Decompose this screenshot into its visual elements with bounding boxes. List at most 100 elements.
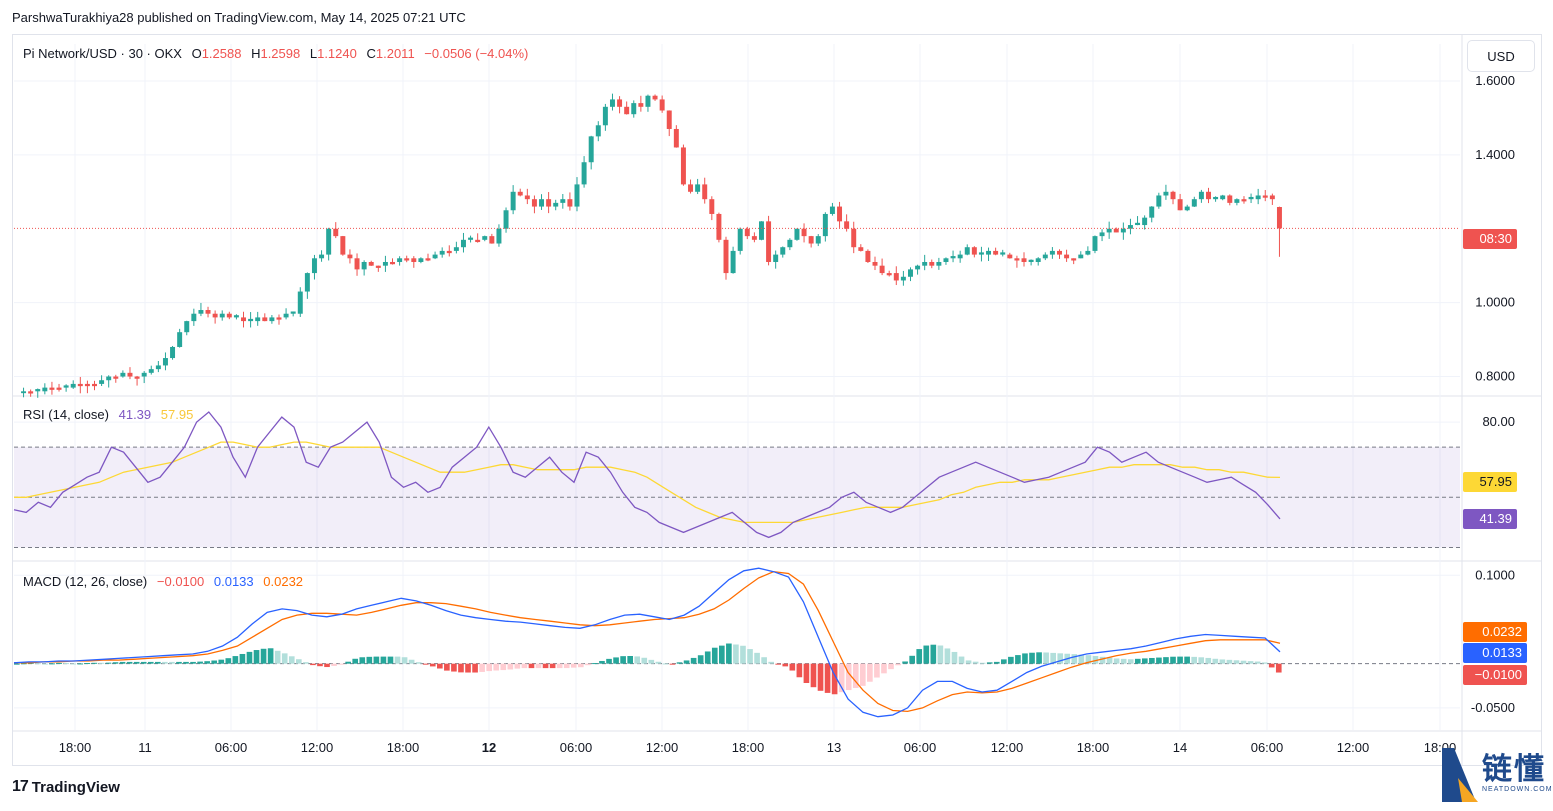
candle-body <box>1227 195 1233 203</box>
macd-histogram-bar <box>1043 652 1049 664</box>
candle-body <box>872 261 878 266</box>
candle-body <box>106 376 112 381</box>
time-tick-label: 12 <box>482 740 496 755</box>
candle-body <box>751 236 757 240</box>
macd-histogram-bar <box>331 663 337 666</box>
macd-histogram-bar <box>401 657 408 664</box>
macd-histogram-bar <box>1275 663 1282 673</box>
candle-body <box>1163 191 1169 196</box>
candle-body <box>503 210 509 229</box>
macd-histogram-bar <box>641 657 648 664</box>
candle-body <box>865 250 871 262</box>
candle-body <box>262 317 268 322</box>
candle-body <box>1014 258 1020 261</box>
candle-body <box>666 110 672 129</box>
candle-body <box>822 213 828 237</box>
macd-histogram-bar <box>845 663 852 691</box>
candle-body <box>908 269 913 277</box>
macd-histogram-bar <box>937 645 944 664</box>
currency-button[interactable]: USD <box>1467 40 1535 72</box>
candle-body <box>205 310 211 314</box>
candle-body <box>1135 222 1141 226</box>
tradingview-logo[interactable]: 17 TradingView <box>12 778 120 796</box>
rsi-title[interactable]: RSI (14, close) <box>23 407 109 422</box>
macd-histogram-bar <box>373 656 380 664</box>
candle-body <box>1191 199 1197 207</box>
candle-body <box>375 265 381 268</box>
macd-histogram-bar <box>909 655 915 664</box>
macd-histogram-bar <box>1240 660 1247 664</box>
macd-histogram-bar <box>662 663 669 665</box>
candle-body <box>978 252 984 255</box>
macd-histogram-bar <box>578 663 584 668</box>
time-tick-label: 18:00 <box>732 740 765 755</box>
high-label: H <box>251 46 261 61</box>
candle-body <box>42 387 48 392</box>
macd-histogram-bar <box>35 663 41 665</box>
macd-histogram-bar <box>1099 656 1106 664</box>
candle-body <box>1276 207 1282 229</box>
candle-body <box>1000 252 1006 255</box>
macd-histogram-bar <box>556 663 563 669</box>
macd-histogram-bar <box>324 663 330 668</box>
candle-body <box>49 387 55 390</box>
candle-body <box>553 202 559 207</box>
candle-body <box>283 313 289 318</box>
candle-body <box>1106 228 1112 233</box>
candle-body <box>758 221 764 240</box>
macd-histogram-bar <box>1127 659 1134 664</box>
candle-body <box>1241 199 1247 202</box>
macd-histogram-bar <box>782 663 789 667</box>
candle-body <box>915 265 921 270</box>
candle-body <box>141 372 147 377</box>
macd-histogram-bar <box>70 663 77 665</box>
macd-histogram-bar <box>288 656 295 664</box>
macd-histogram-bar <box>232 656 239 664</box>
macd-histogram-bar <box>881 663 887 674</box>
candle-body <box>773 254 779 262</box>
macd-signal-value: 0.0232 <box>263 574 304 589</box>
candle-body <box>1170 191 1176 200</box>
macd-histogram-bar <box>1184 656 1190 664</box>
rsi-price-label: 41.39 <box>1463 509 1517 529</box>
time-tick-label: 18:00 <box>1077 740 1110 755</box>
time-tick-label: 12:00 <box>991 740 1024 755</box>
candle-body <box>489 236 495 244</box>
candle-body <box>241 317 246 322</box>
macd-histogram-bar <box>867 663 873 682</box>
candle-body <box>1113 228 1119 233</box>
price-legend: Pi Network/USD · 30 · OKX O1.2588 H1.259… <box>23 46 534 61</box>
time-tick-label: 13 <box>827 740 841 755</box>
candle-body <box>829 206 835 214</box>
candle-body <box>922 261 928 266</box>
macd-histogram-bar <box>761 657 767 664</box>
candle-body <box>319 254 325 259</box>
publisher-line: ParshwaTurakhiya28 published on TradingV… <box>12 10 466 25</box>
macd-histogram-bar <box>56 662 62 664</box>
candle-body <box>851 228 857 248</box>
candle-body <box>1262 195 1268 198</box>
candle-body <box>1071 258 1077 261</box>
watermark: 链懂 NEATDOWN.COM <box>1440 738 1552 806</box>
symbol-label[interactable]: Pi Network/USD · 30 · OKX <box>23 46 182 61</box>
macd-histogram-bar <box>789 663 796 671</box>
candle-body <box>1156 195 1162 207</box>
rsi-line <box>13 411 1281 539</box>
candle-body <box>226 313 232 318</box>
macd-histogram-bar <box>451 663 457 672</box>
time-tick-label: 12:00 <box>646 740 679 755</box>
macd-title[interactable]: MACD (12, 26, close) <box>23 574 148 589</box>
candle-body <box>1028 259 1034 262</box>
candle-body <box>340 236 346 255</box>
macd-histogram-bar <box>317 663 323 667</box>
candle-body <box>524 195 530 200</box>
time-tick-label: 12:00 <box>301 740 334 755</box>
macd-histogram-bar <box>437 663 443 669</box>
price-tick-label: 1.6000 <box>1475 73 1515 88</box>
macd-histogram-bar <box>197 661 203 664</box>
macd-histogram-bar <box>267 648 274 664</box>
macd-tick-label: -0.0500 <box>1471 700 1515 715</box>
candle-body <box>957 254 963 259</box>
candle-body <box>453 247 459 251</box>
